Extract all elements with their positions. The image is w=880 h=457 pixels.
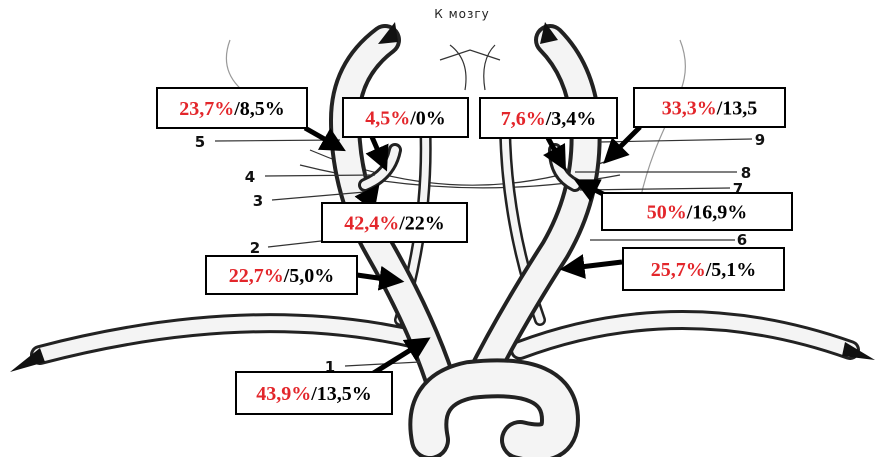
percent-label: 7,6%/3,4%: [480, 98, 617, 138]
number-label: 9: [755, 131, 765, 149]
percent-label: 42,4%/22%: [322, 203, 467, 242]
percent-label: 43,9%/13,5%: [236, 372, 392, 414]
percent-red: 33,3%: [662, 98, 717, 120]
percent-black: /13,5: [716, 98, 758, 120]
percent-label: 50%/16,9%: [602, 193, 792, 230]
percent-red: 42,4%: [344, 213, 399, 235]
label-text: 22,7%/5,0%: [229, 265, 335, 287]
number-label: 8: [741, 164, 751, 182]
label-text: 42,4%/22%: [344, 213, 445, 235]
percent-label: 33,3%/13,5: [634, 88, 785, 127]
percent-label: 4,5%/0%: [343, 98, 468, 137]
percent-red: 23,7%: [179, 98, 234, 120]
percent-label: 23,7%/8,5%: [157, 88, 307, 128]
percent-black: /22%: [398, 213, 445, 235]
percent-black: /0%: [409, 108, 446, 130]
percent-black: /16,9%: [686, 202, 748, 224]
number-label: 6: [737, 231, 747, 249]
label-text: 7,6%/3,4%: [501, 108, 597, 130]
label-text: 43,9%/13,5%: [256, 383, 372, 405]
number-label: 2: [250, 239, 260, 257]
percent-red: 25,7%: [651, 259, 706, 281]
percent-black: /5,0%: [283, 265, 335, 287]
title: К мозгу: [434, 7, 490, 21]
number-label: 5: [195, 133, 205, 151]
number-label: 3: [253, 192, 263, 210]
percent-label: 25,7%/5,1%: [623, 248, 784, 290]
percent-label: 22,7%/5,0%: [206, 256, 357, 294]
percent-red: 50%: [647, 202, 687, 224]
percent-black: /13,5%: [310, 383, 372, 405]
percent-black: /3,4%: [545, 108, 597, 130]
label-text: 4,5%/0%: [365, 108, 446, 130]
label-text: 23,7%/8,5%: [179, 98, 285, 120]
percent-black: /8,5%: [233, 98, 285, 120]
diagram: К мозгу 123456789 23,7%/8,5%4,5%/0%7,6%/…: [0, 0, 880, 457]
label-text: 25,7%/5,1%: [651, 259, 757, 281]
percent-red: 4,5%: [365, 108, 410, 130]
label-text: 50%/16,9%: [647, 202, 748, 224]
percent-red: 43,9%: [256, 383, 311, 405]
percent-red: 7,6%: [501, 108, 546, 130]
number-label: 4: [245, 168, 255, 186]
label-text: 33,3%/13,5: [662, 98, 758, 120]
percent-black: /5,1%: [705, 259, 757, 281]
percent-red: 22,7%: [229, 265, 284, 287]
